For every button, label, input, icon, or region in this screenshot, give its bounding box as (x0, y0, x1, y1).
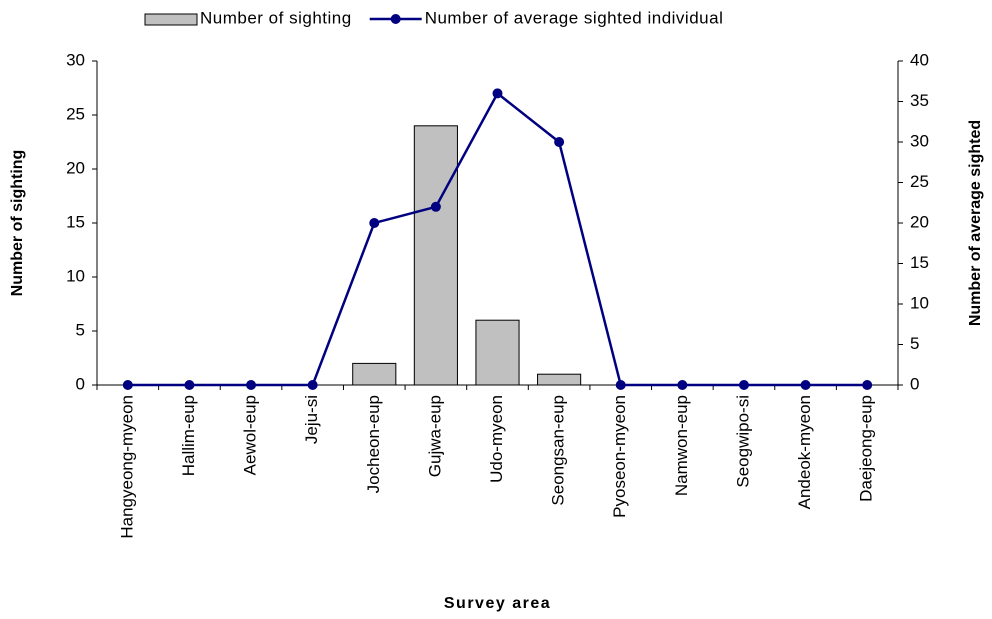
y-tick-label: 20 (66, 158, 85, 177)
y-tick-label: 0 (76, 374, 85, 393)
y-tick-label: 30 (66, 50, 85, 69)
line-point (246, 380, 257, 390)
bar (413, 125, 458, 386)
y2-tick-label: 20 (910, 212, 929, 231)
line-point (615, 380, 626, 390)
x-tick-label: Andeok-myeon (795, 395, 814, 509)
y2-axis-title: Number of average sighted (967, 120, 984, 326)
x-tick-label: Jocheon-eup (364, 395, 383, 493)
y2-tick-label: 40 (910, 50, 929, 69)
x-tick-label: Namwon-eup (672, 395, 691, 496)
x-tick-label: Seongsan-eup (549, 395, 568, 506)
line-point (430, 201, 441, 212)
x-tick-label: Seogwipo-si (733, 395, 752, 488)
y-tick-label: 10 (66, 266, 85, 285)
y2-tick-label: 5 (910, 334, 919, 353)
legend-swatch (390, 14, 401, 24)
x-axis-title: Survey area (444, 595, 551, 612)
x-tick-label: Hangyeong-myeon (117, 395, 136, 539)
bar (537, 373, 582, 386)
bar (352, 362, 397, 386)
bar (475, 319, 520, 386)
line-point (738, 380, 749, 390)
line-point (307, 380, 318, 390)
y-tick-label: 25 (66, 104, 85, 123)
x-tick-label: Gujwa-eup (425, 395, 444, 477)
y-axis-title: Number of sighting (9, 150, 26, 297)
x-tick-label: Daejeong-eup (857, 395, 876, 502)
line-point (800, 380, 811, 390)
y-tick-label: 15 (66, 212, 85, 231)
y2-tick-label: 15 (910, 253, 929, 272)
y2-tick-label: 30 (910, 131, 929, 150)
x-tick-label: Pyoseon-myeon (610, 395, 629, 518)
legend-label: Number of average sighted individual (425, 8, 724, 27)
x-tick-label: Hallim-eup (179, 395, 198, 476)
y2-tick-label: 25 (910, 172, 929, 191)
y-tick-label: 5 (76, 320, 85, 339)
line-point (369, 218, 380, 228)
line-point (677, 380, 688, 390)
line-point (554, 137, 565, 147)
legend-swatch (144, 13, 198, 26)
line-point (184, 380, 195, 390)
line-point (862, 380, 873, 390)
y2-tick-label: 35 (910, 91, 929, 110)
line-point (122, 380, 133, 390)
x-tick-label: Jeju-si (302, 395, 321, 444)
line-point (492, 88, 503, 99)
x-tick-label: Udo-myeon (487, 395, 506, 483)
y2-tick-label: 0 (910, 374, 919, 393)
x-tick-label: Aewol-eup (241, 395, 260, 475)
y2-tick-label: 10 (910, 293, 929, 312)
legend-label: Number of sighting (200, 8, 352, 27)
